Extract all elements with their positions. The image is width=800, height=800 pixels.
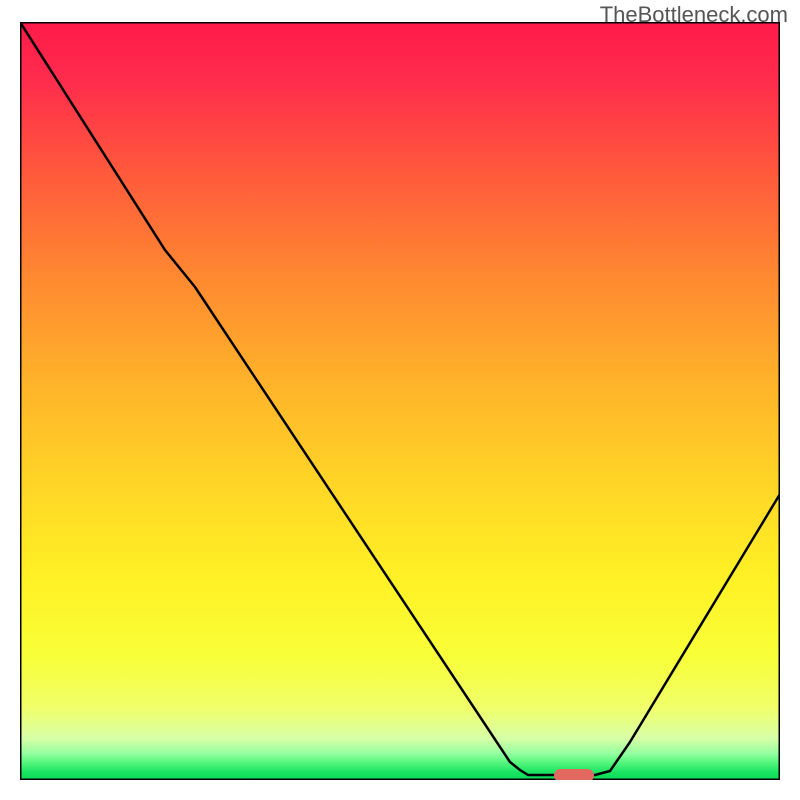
chart-svg (20, 22, 780, 780)
plot-area (20, 22, 780, 780)
watermark-text: TheBottleneck.com (600, 2, 788, 28)
optimal-marker (554, 769, 594, 780)
gradient-background (20, 22, 780, 780)
chart-container: TheBottleneck.com (0, 0, 800, 800)
